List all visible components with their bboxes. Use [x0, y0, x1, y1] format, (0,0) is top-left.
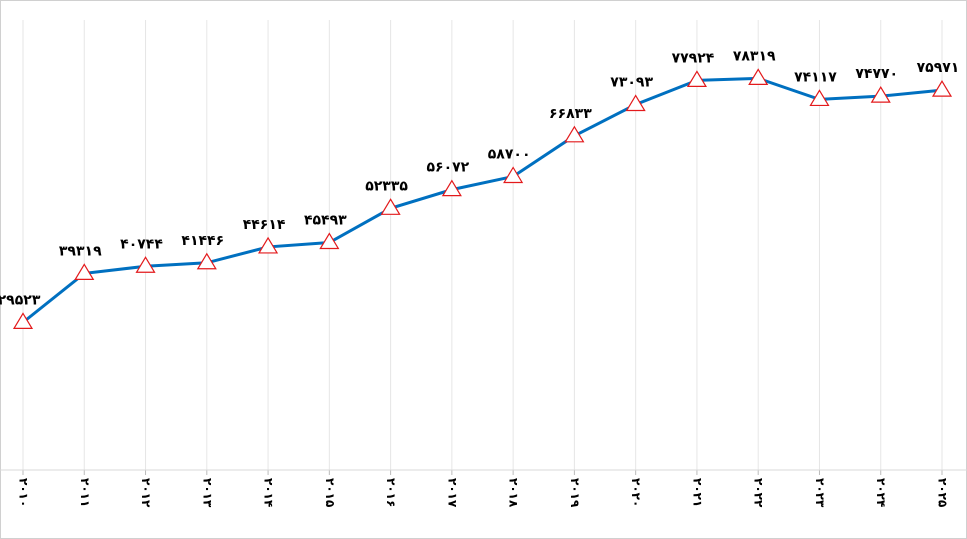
data-label: ۴۱۴۴۶ [181, 233, 224, 249]
data-label: ۴۵۴۹۳ [304, 213, 347, 229]
line [22, 76, 943, 324]
x-tick-label: ۲۰۲۱ [690, 478, 704, 507]
data-label: ۷۴۷۷۰ [855, 66, 898, 82]
x-tick-label: ۲۰۱۶ [384, 478, 398, 507]
marker [380, 198, 401, 215]
data-label: ۷۳۰۹۳ [610, 75, 653, 91]
data-label: ۳۹۳۱۹ [59, 243, 102, 259]
x-tick-label: ۲۰۲۰ [629, 478, 643, 507]
data-label: ۴۰۷۴۴ [120, 236, 163, 252]
x-tick-label: ۲۰۱۴ [262, 478, 276, 507]
data-label: ۵۶۰۷۲ [426, 160, 469, 176]
x-tick-label: ۲۰۲۴ [874, 478, 888, 507]
data-label: ۷۷۹۲۴ [672, 50, 715, 66]
x-tick-label: ۲۰۱۹ [568, 478, 582, 508]
marker [564, 125, 585, 143]
x-tick-label: ۲۰۱۰ [17, 478, 31, 507]
marker [809, 89, 830, 107]
data-label: ۷۵۹۷۱ [917, 60, 960, 76]
data-label: ۷۴۱۱۷ [794, 69, 837, 85]
marker [870, 85, 891, 103]
marker [258, 236, 279, 254]
x-tick-label: ۲۰۱۸ [507, 478, 521, 508]
marker [748, 68, 769, 86]
x-tick-label: ۲۰۲۵ [936, 478, 950, 507]
x-tick-label: ۲۰۱۲ [139, 478, 153, 508]
x-tick-label: ۲۰۱۱ [78, 478, 92, 507]
marker [441, 179, 462, 197]
data-label: ۲۹۵۲۳ [0, 292, 41, 308]
marker [74, 263, 95, 281]
marker [196, 252, 217, 270]
x-tick-label: ۲۰۲۳ [813, 478, 827, 508]
x-tick-label: ۲۰۲۲ [752, 478, 766, 508]
marker [135, 256, 156, 273]
x-tick-label: ۲۰۱۳ [200, 478, 214, 508]
x-tick-label: ۲۰۱۵ [323, 478, 337, 507]
marker [503, 166, 524, 184]
data-label: ۷۸۳۱۹ [733, 48, 776, 64]
marker [931, 79, 953, 97]
data-label: ۵۸۷۰۰ [488, 147, 531, 163]
data-label: ۴۴۶۱۴ [243, 217, 286, 233]
marker [319, 232, 340, 250]
marker [686, 70, 707, 87]
marker [12, 312, 34, 329]
data-label: ۵۲۳۳۵ [365, 178, 408, 194]
marker [625, 94, 646, 112]
data-label: ۶۶۸۳۳ [549, 106, 592, 122]
x-tick-label: ۲۰۱۷ [445, 478, 459, 508]
